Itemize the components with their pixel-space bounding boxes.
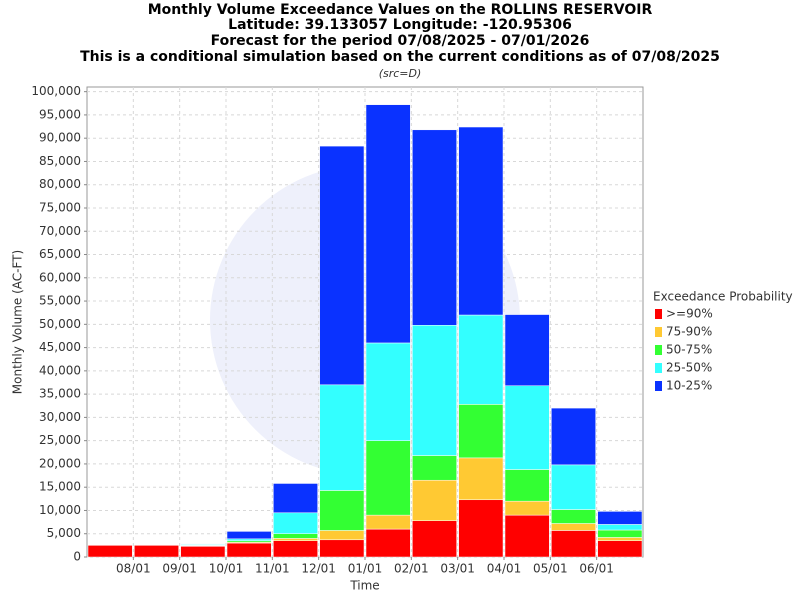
bar-segment [458,404,504,459]
legend-swatch [655,381,662,391]
y-tick-label: 90,000 [39,131,81,145]
bar-segment [551,523,596,531]
bar-segment [597,524,643,531]
bar-segment [319,384,365,491]
bar-segment [412,520,457,558]
bar-segment [597,537,643,541]
bar-segment [226,542,272,558]
x-tick-label: 08/01 [116,562,151,576]
bar-segment [273,533,318,539]
bar-segment [597,529,643,538]
bar-segment [365,342,411,441]
bar-segment [273,540,318,558]
bar-segment [458,314,504,405]
bar-segment [365,528,411,558]
bar-segment [273,538,318,541]
bar-segment [504,469,550,502]
legend-label: 10-25% [666,379,712,393]
bar-segment [273,512,318,534]
y-tick-label: 95,000 [39,107,81,121]
x-tick-label: 09/01 [162,562,197,576]
bar-segment [458,457,504,501]
bar-segment [597,540,643,558]
x-tick-label: 10/01 [209,562,244,576]
bar-segment [180,546,226,558]
legend-label: >=90% [666,307,713,321]
bar-segment [458,126,504,316]
bar-segment [504,385,550,470]
bar-segment [551,464,596,510]
y-tick-label: 80,000 [39,177,81,191]
bar-segment [319,145,365,386]
bar-segment [319,530,365,541]
bar-segment [226,531,272,540]
y-tick-label: 45,000 [39,340,81,354]
title-line: Monthly Volume Exceedance Values on the … [148,2,653,18]
title-line: Latitude: 39.133057 Longitude: -120.9530… [228,17,572,33]
y-tick-label: 70,000 [39,224,81,238]
bar-segment [458,499,504,558]
y-tick-label: 40,000 [39,363,81,377]
y-axis-label: Monthly Volume (AC-FT) [11,250,25,394]
legend-label: 25-50% [666,361,712,375]
legend-swatch [655,363,662,373]
y-tick-label: 10,000 [39,503,81,517]
title-line: This is a conditional simulation based o… [80,49,720,65]
bar-segment [134,545,179,558]
subtitle: (src=D) [379,67,422,80]
x-axis-label: Time [349,579,379,593]
bar-segment [273,483,318,514]
bar-segment [412,325,457,456]
bar-segment [551,530,596,558]
x-tick-label: 03/01 [440,562,475,576]
title-line: Forecast for the period 07/08/2025 - 07/… [211,33,590,49]
legend-swatch [655,345,662,355]
y-tick-label: 0 [73,550,81,564]
legend-swatch [655,327,662,337]
bar-segment [412,479,457,521]
legend-swatch [655,309,662,319]
y-tick-label: 35,000 [39,387,81,401]
x-tick-label: 01/01 [348,562,383,576]
x-tick-label: 02/01 [394,562,429,576]
bar-segment [226,538,272,541]
y-tick-label: 60,000 [39,270,81,284]
bar-segment [87,545,133,558]
legend-label: 75-90% [666,325,712,339]
bar-segment [551,407,596,466]
x-tick-label: 06/01 [579,562,614,576]
y-tick-label: 30,000 [39,410,81,424]
legend-label: 50-75% [666,343,712,357]
y-tick-label: 100,000 [31,84,81,98]
bar-segment [365,104,411,344]
x-tick-label: 04/01 [487,562,522,576]
x-tick-label: 11/01 [255,562,290,576]
bar-segment [504,314,550,387]
y-tick-label: 85,000 [39,154,81,168]
y-tick-label: 25,000 [39,433,81,447]
y-tick-label: 50,000 [39,317,81,331]
legend-title: Exceedance Probability [653,290,793,304]
bar-segment [319,490,365,531]
y-tick-label: 5,000 [47,526,81,540]
bar-segment [365,440,411,516]
bar-segment [551,509,596,524]
y-tick-label: 65,000 [39,247,81,261]
y-tick-label: 20,000 [39,456,81,470]
bar-segment [365,514,411,530]
y-tick-label: 55,000 [39,294,81,308]
y-tick-label: 75,000 [39,200,81,214]
x-tick-label: 12/01 [301,562,336,576]
x-tick-label: 05/01 [533,562,568,576]
bar-segment [504,500,550,516]
bar-segment [319,539,365,558]
bar-segment [504,514,550,558]
bar-segment [597,511,643,525]
y-tick-label: 15,000 [39,480,81,494]
bar-segment [412,129,457,326]
bar-segment [412,455,457,481]
